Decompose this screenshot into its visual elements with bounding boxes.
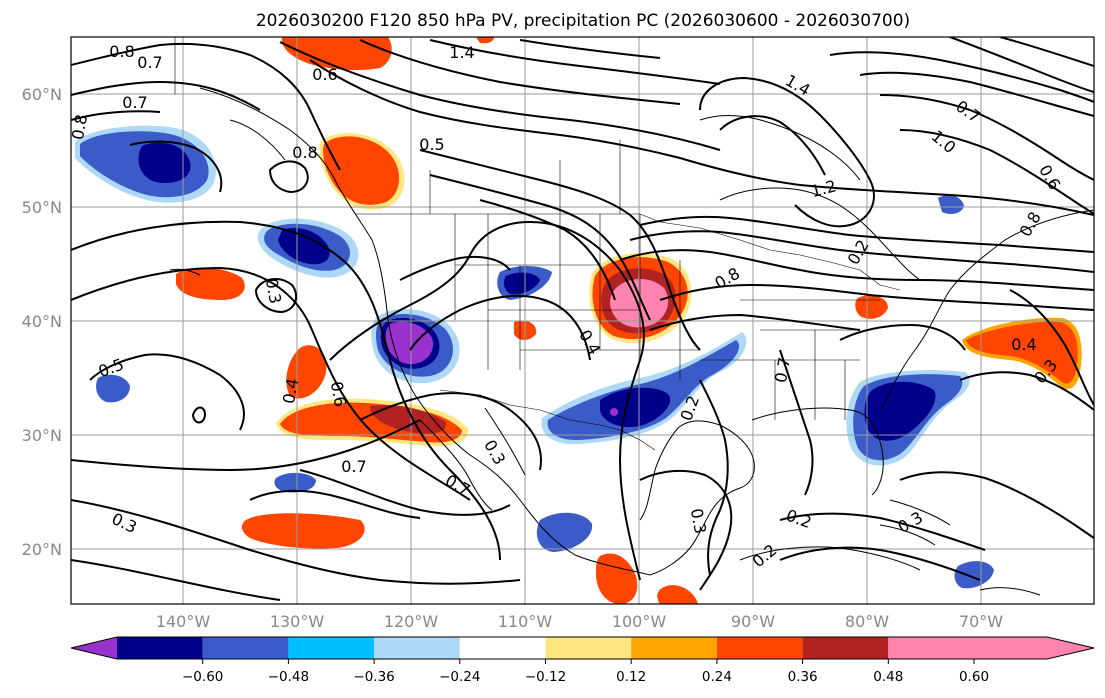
colorbar-tick-label: −0.12 xyxy=(525,669,566,685)
contour-label: 0.4 xyxy=(1011,335,1036,354)
lon-label: 100°W xyxy=(612,612,667,631)
precip-blob-baja xyxy=(276,345,469,447)
colorbar-tick-label: 0.12 xyxy=(616,669,646,685)
colorbar-tick-label: 0.48 xyxy=(873,669,903,685)
contour-label: 0.6 xyxy=(312,65,337,84)
lat-label: 60°N xyxy=(22,85,62,104)
precip-blob-california xyxy=(371,308,460,384)
precip-blob-central-america xyxy=(596,553,638,604)
precip-blob-top-edge xyxy=(476,37,494,44)
contour-label: 0.7 xyxy=(341,457,366,476)
lat-label: 20°N xyxy=(22,540,62,559)
colorbar-bin xyxy=(802,637,889,659)
colorbar-tick-label: −0.24 xyxy=(439,669,480,685)
contour-label: 0.7 xyxy=(771,356,794,384)
colorbar-bin xyxy=(716,637,803,659)
precip-blob-alaska-north xyxy=(281,37,392,71)
precip-blob-small-pacific xyxy=(274,472,316,493)
colorbar-tick-label: 0.60 xyxy=(959,669,989,685)
lon-label: 70°W xyxy=(959,612,1003,631)
contour-label: 0.7 xyxy=(122,93,147,112)
precip-blob-central-america-2 xyxy=(657,585,698,604)
precip-blob-mid-pacific xyxy=(176,267,245,300)
latitude-labels: 60°N 50°N 40°N 30°N 20°N xyxy=(22,85,62,559)
colorbar-outline xyxy=(70,636,1095,660)
map-area: 0.8 0.7 0.7 0.8 0.6 1.4 0.5 0.8 1.4 0.7 … xyxy=(68,37,1094,604)
precip-blob-atlantic xyxy=(962,317,1082,390)
map-title: 2026030200 F120 850 hPa PV, precipitatio… xyxy=(256,11,910,31)
colorbar-bin xyxy=(459,637,546,659)
contour-label: 0.6 xyxy=(327,380,350,408)
contour-label: 0.7 xyxy=(137,53,162,72)
colorbar-bin xyxy=(631,637,717,659)
lat-label: 50°N xyxy=(22,198,62,217)
colorbar: −0.60 −0.48 −0.36 −0.24 −0.12 0.12 0.24 … xyxy=(70,636,1095,685)
contour-label: 0.8 xyxy=(109,42,134,61)
pv-contours xyxy=(71,37,1094,601)
precip-blob-ohio xyxy=(855,295,888,319)
lon-label: 110°W xyxy=(498,612,553,631)
lon-label: 140°W xyxy=(156,612,211,631)
contour-label: 1.4 xyxy=(449,43,474,62)
colorbar-extend-max xyxy=(888,637,1094,659)
lon-label: 120°W xyxy=(384,612,439,631)
lon-label: 130°W xyxy=(270,612,325,631)
graticule xyxy=(71,37,1094,604)
lon-label: 80°W xyxy=(845,612,889,631)
colorbar-bin xyxy=(202,637,289,659)
precip-blob-south-pacific xyxy=(241,513,365,549)
precip-blob-mexico-gulf xyxy=(541,332,747,445)
contour-label: 0.8 xyxy=(292,143,317,162)
precip-blob-caribbean xyxy=(954,561,994,589)
precip-blob-southeast-us xyxy=(846,370,970,466)
colorbar-bin xyxy=(545,637,632,659)
colorbar-tick-label: −0.48 xyxy=(268,669,309,685)
colorbar-extend-min xyxy=(71,637,117,659)
colorbar-tick-label: 0.36 xyxy=(788,669,818,685)
colorbar-ticks xyxy=(202,659,975,664)
precip-blob-pacific-nw xyxy=(75,125,216,203)
contour-label: 0.4 xyxy=(279,377,302,405)
colorbar-tick-label: −0.60 xyxy=(182,669,223,685)
colorbar-bin xyxy=(374,637,460,659)
lat-label: 30°N xyxy=(22,426,62,445)
precip-blob-hudson xyxy=(938,195,964,214)
lon-label: 90°W xyxy=(731,612,775,631)
longitude-labels: 140°W 130°W 120°W 110°W 100°W 90°W 80°W … xyxy=(156,612,1003,631)
precip-blob-far-west xyxy=(96,374,130,403)
lat-label: 40°N xyxy=(22,312,62,331)
colorbar-bin xyxy=(288,637,375,659)
contour-label: 0.3 xyxy=(262,277,285,305)
colorbar-bin xyxy=(117,637,203,659)
colorbar-tick-label: −0.36 xyxy=(353,669,394,685)
contour-label: 0.8 xyxy=(68,113,91,141)
precip-blob-pacific-40n xyxy=(257,218,359,278)
contour-label: 0.5 xyxy=(419,135,444,154)
colorbar-tick-label: 0.24 xyxy=(702,669,732,685)
map-frame xyxy=(70,36,1095,605)
contour-label: 0.3 xyxy=(687,507,710,535)
precip-blob-mexico-pacific xyxy=(536,512,593,552)
